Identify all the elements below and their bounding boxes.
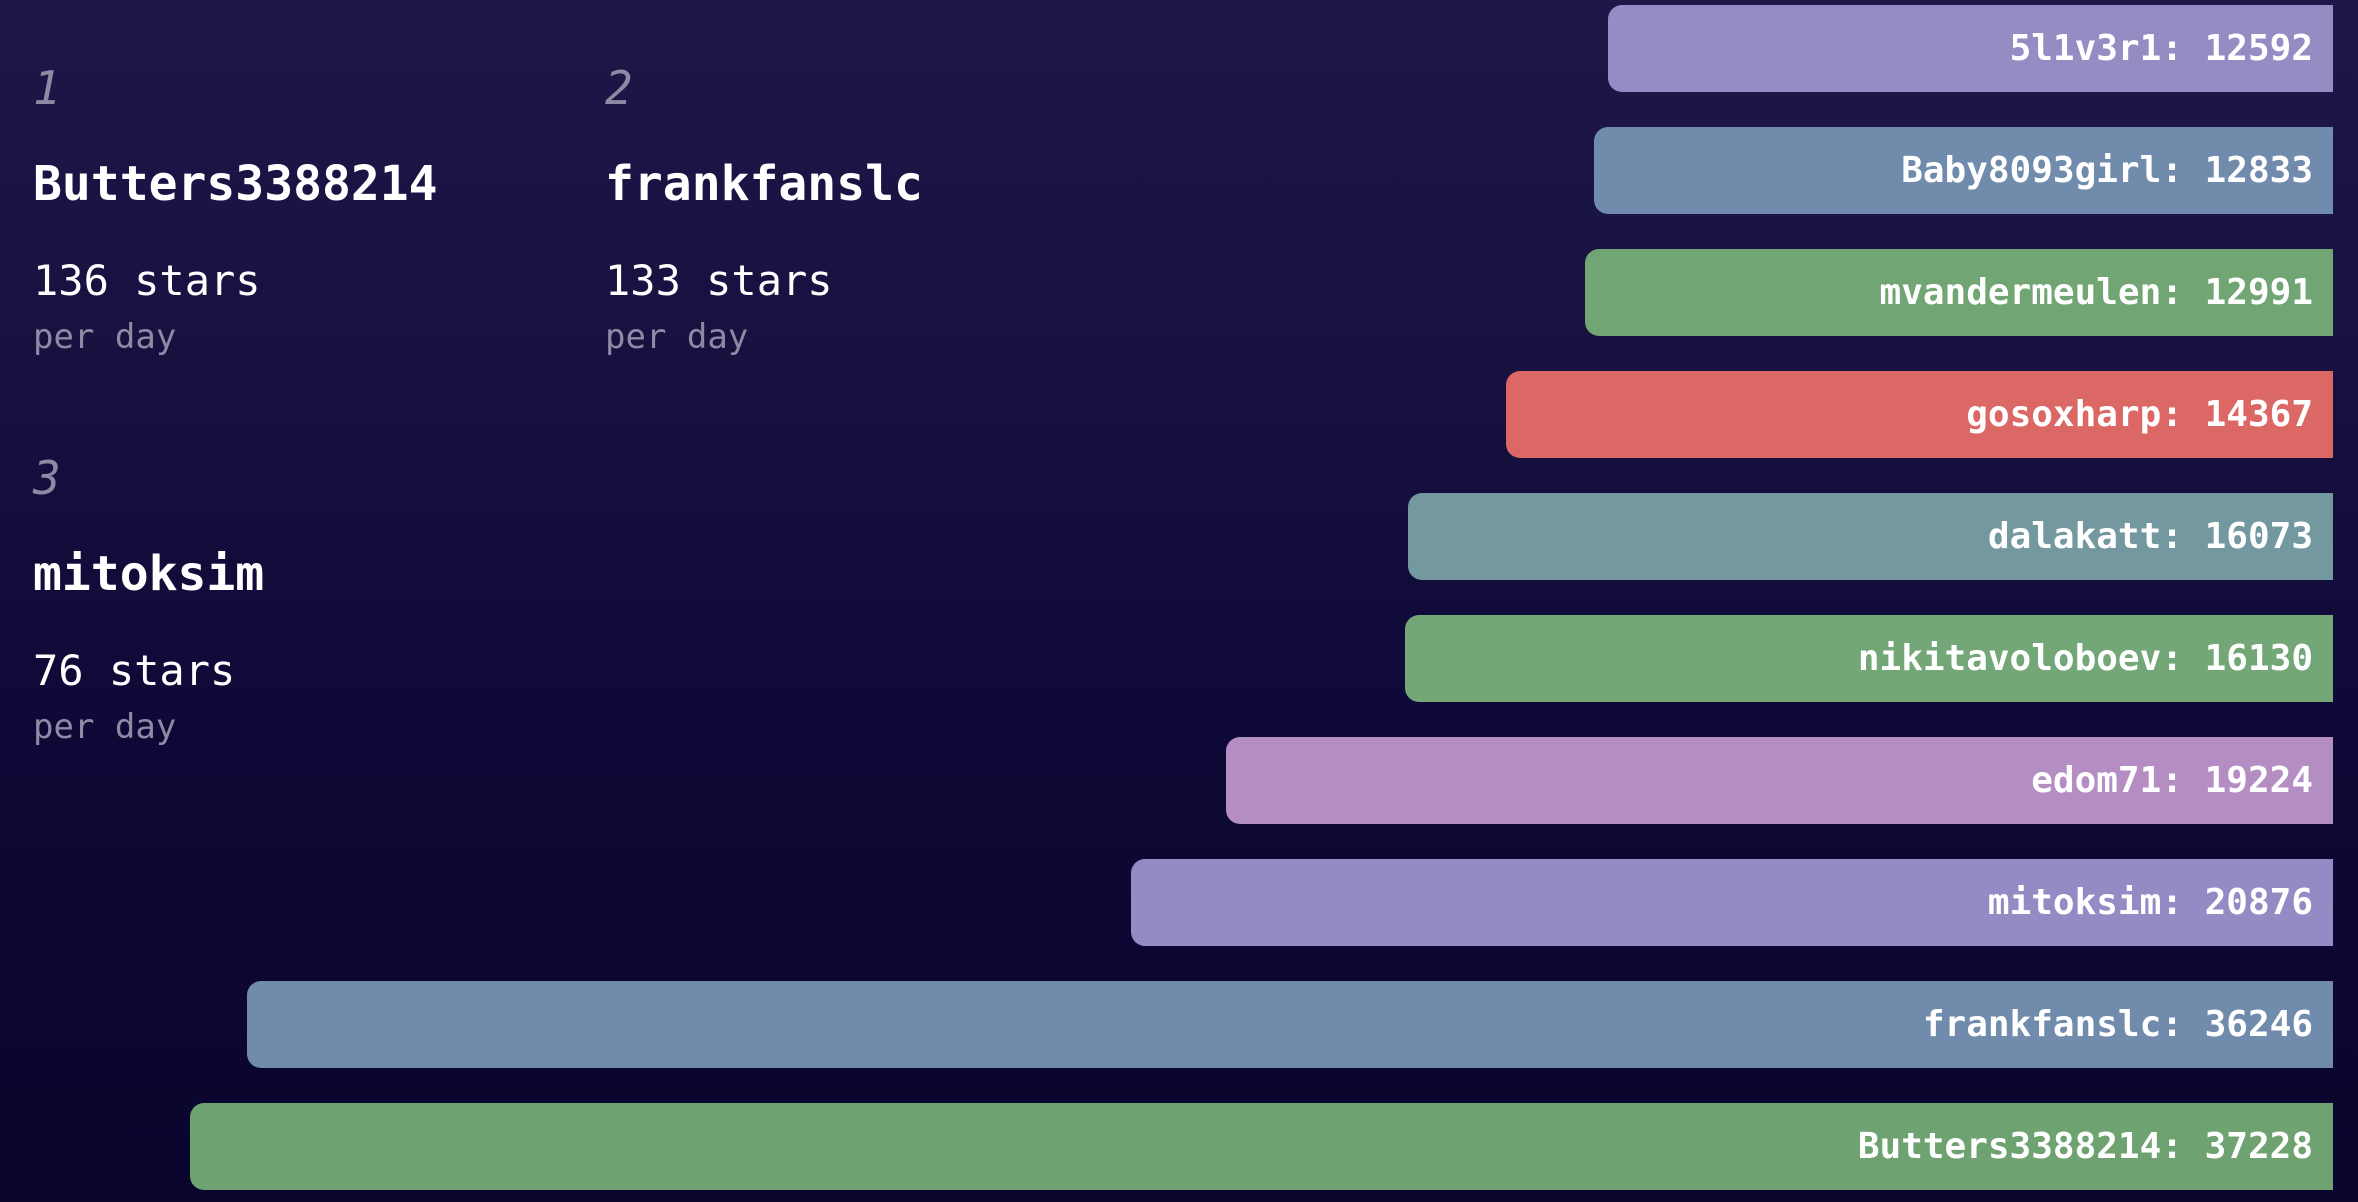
- bar: Butters3388214: 37228: [190, 1103, 2333, 1190]
- rank-card: 1 Butters3388214 136 stars per day: [33, 65, 578, 354]
- rank-unit: per day: [33, 317, 177, 357]
- bar-label: mvandermeulen: 12991: [1879, 272, 2313, 313]
- bar: edom71: 19224: [1226, 737, 2333, 824]
- bar-row: Butters3388214: 37228: [190, 1103, 2333, 1190]
- bar: Baby8093girl: 12833: [1594, 127, 2333, 214]
- bar-label: Baby8093girl: 12833: [1901, 150, 2313, 191]
- rank-card: 3 mitoksim 76 stars per day: [33, 455, 578, 744]
- rank-rate: 136 stars: [33, 256, 261, 305]
- bar-row: mitoksim: 20876: [190, 859, 2333, 946]
- bar-row: 5l1v3r1: 12592: [190, 5, 2333, 92]
- bar-label: frankfanslc: 36246: [1922, 1004, 2313, 1045]
- rank-unit: per day: [605, 317, 749, 357]
- rank-rate: 133 stars: [605, 256, 833, 305]
- rank-number: 3: [33, 451, 61, 505]
- bar-row: gosoxharp: 14367: [190, 371, 2333, 458]
- bar: frankfanslc: 36246: [246, 981, 2333, 1068]
- bar-row: Baby8093girl: 12833: [190, 127, 2333, 214]
- bar-label: dalakatt: 16073: [1987, 516, 2313, 557]
- bar-label: nikitavoloboev: 16130: [1857, 638, 2313, 679]
- bar: dalakatt: 16073: [1407, 493, 2333, 580]
- rank-username: Butters3388214: [33, 156, 438, 212]
- bar-label: gosoxharp: 14367: [1966, 394, 2313, 435]
- bar-label: Butters3388214: 37228: [1857, 1126, 2313, 1167]
- bar-row: dalakatt: 16073: [190, 493, 2333, 580]
- bar: mvandermeulen: 12991: [1585, 249, 2333, 336]
- bar-label: edom71: 19224: [2031, 760, 2313, 801]
- rank-card: 2 frankfanslc 133 stars per day: [605, 65, 1150, 354]
- bar-row: frankfanslc: 36246: [190, 981, 2333, 1068]
- bar-row: edom71: 19224: [190, 737, 2333, 824]
- rank-username: frankfanslc: [605, 156, 923, 212]
- bar-chart: 5l1v3r1: 12592 Baby8093girl: 12833 mvand…: [190, 5, 2333, 1190]
- bar-label: 5l1v3r1: 12592: [2009, 28, 2313, 69]
- bar: gosoxharp: 14367: [1505, 371, 2333, 458]
- bar: mitoksim: 20876: [1131, 859, 2333, 946]
- rank-number: 1: [33, 61, 61, 115]
- bar-row: mvandermeulen: 12991: [190, 249, 2333, 336]
- rank-unit: per day: [33, 707, 177, 747]
- bar: 5l1v3r1: 12592: [1608, 5, 2333, 92]
- bar-label: mitoksim: 20876: [1987, 882, 2313, 923]
- rank-rate: 76 stars: [33, 646, 236, 695]
- bar-row: nikitavoloboev: 16130: [190, 615, 2333, 702]
- rank-username: mitoksim: [33, 546, 265, 602]
- rank-number: 2: [605, 61, 633, 115]
- bar: nikitavoloboev: 16130: [1404, 615, 2333, 702]
